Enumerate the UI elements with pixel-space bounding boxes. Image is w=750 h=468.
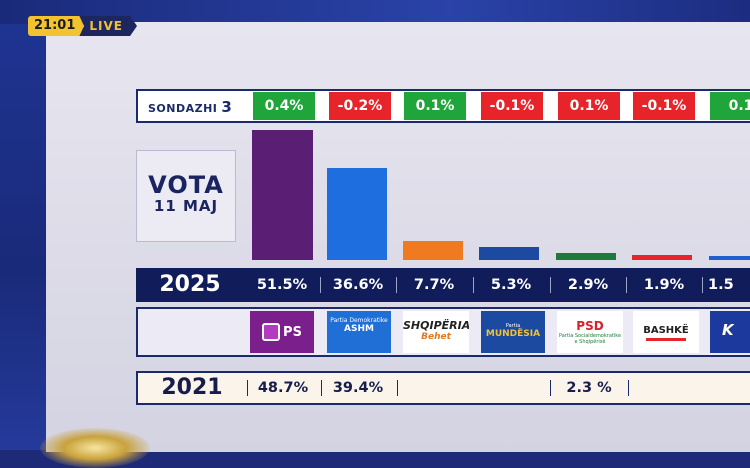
logo-mundesia: Partia MUNDËSIA	[481, 311, 545, 353]
year-2025-label: 2025	[159, 272, 221, 297]
result-2025-ashm: 36.6%	[332, 277, 384, 293]
result-2025-mundesia: 5.3%	[490, 277, 532, 293]
poll-change-psd: 0.1%	[558, 92, 620, 120]
logo-ps: PS	[250, 311, 314, 353]
poll-change-mundesia: -0.1%	[481, 92, 543, 120]
vota-title: VOTA	[148, 171, 224, 199]
poll-number: 3	[221, 98, 233, 116]
poll-change-k: 0.1	[710, 92, 750, 120]
bar-k	[709, 256, 750, 260]
live-badge: LIVE	[79, 16, 137, 36]
result-2021-bashke	[632, 373, 700, 407]
poll-change-row: SONDAZHI 3 0.4% -0.2% 0.1% -0.1% 0.1% -0.…	[136, 89, 750, 123]
bar-bashke	[632, 255, 692, 260]
year-2021-label: 2021	[161, 375, 223, 400]
broadcast-clock: 21:01 LIVE	[28, 16, 137, 36]
bashke-underline	[646, 338, 686, 341]
separator	[473, 277, 474, 293]
poll-label: SONDAZHI 3	[148, 98, 233, 116]
bar-shqiperia-behet	[403, 241, 463, 260]
separator	[628, 380, 629, 396]
bar-ps	[252, 130, 313, 260]
result-2021-psd: 2.3 %	[566, 380, 612, 396]
poll-change-shqiperia-behet: 0.1%	[404, 92, 466, 120]
results-2021-row: 2021 48.7% 39.4% 2.3 %	[136, 371, 750, 405]
party-logos-row: PS Partia Demokratike ASHM SHQIPËRIA Beh…	[136, 307, 750, 357]
result-2025-ps: 51.5%	[256, 277, 308, 293]
result-2021-ps: 48.7%	[257, 380, 309, 396]
vota-date-box: VOTA 11 MAJ	[136, 150, 236, 242]
bar-ashm	[327, 168, 387, 260]
results-2025-row: 2025 51.5% 36.6% 7.7% 5.3% 2.9% 1.9% 1.5	[136, 268, 750, 302]
logo-shqiperia-behet: SHQIPËRIA Behet	[403, 311, 469, 353]
bar-psd	[556, 253, 616, 260]
separator	[247, 380, 248, 396]
logo-bashke: BASHKË	[633, 311, 699, 353]
separator	[321, 380, 322, 396]
result-2025-shqiperia-behet: 7.7%	[413, 277, 455, 293]
separator	[626, 277, 627, 293]
vota-date: 11 MAJ	[153, 197, 219, 215]
result-2021-mundesia	[479, 373, 547, 407]
clock-time: 21:01	[28, 16, 84, 36]
backdrop-left	[0, 0, 46, 450]
studio-light	[40, 428, 150, 468]
poll-change-ashm: -0.2%	[329, 92, 391, 120]
separator	[550, 277, 551, 293]
ps-emblem-icon	[262, 323, 281, 341]
result-2025-bashke: 1.9%	[643, 277, 685, 293]
poll-change-ps: 0.4%	[253, 92, 315, 120]
poll-change-bashke: -0.1%	[633, 92, 695, 120]
bar-mundesia	[479, 247, 539, 260]
separator	[702, 277, 703, 293]
separator	[550, 380, 551, 396]
result-2021-k	[710, 373, 750, 407]
result-2025-k: 1.5	[708, 277, 734, 293]
logo-psd: PSD Partia Socialdemokratike e Shqipëris…	[557, 311, 623, 353]
separator	[396, 277, 397, 293]
result-2021-shqiperia-behet	[401, 373, 469, 407]
result-2025-psd: 2.9%	[567, 277, 609, 293]
separator	[397, 380, 398, 396]
logo-ashm: Partia Demokratike ASHM	[327, 311, 391, 353]
logo-k: K	[710, 311, 750, 353]
separator	[320, 277, 321, 293]
result-2021-ashm: 39.4%	[332, 380, 384, 396]
